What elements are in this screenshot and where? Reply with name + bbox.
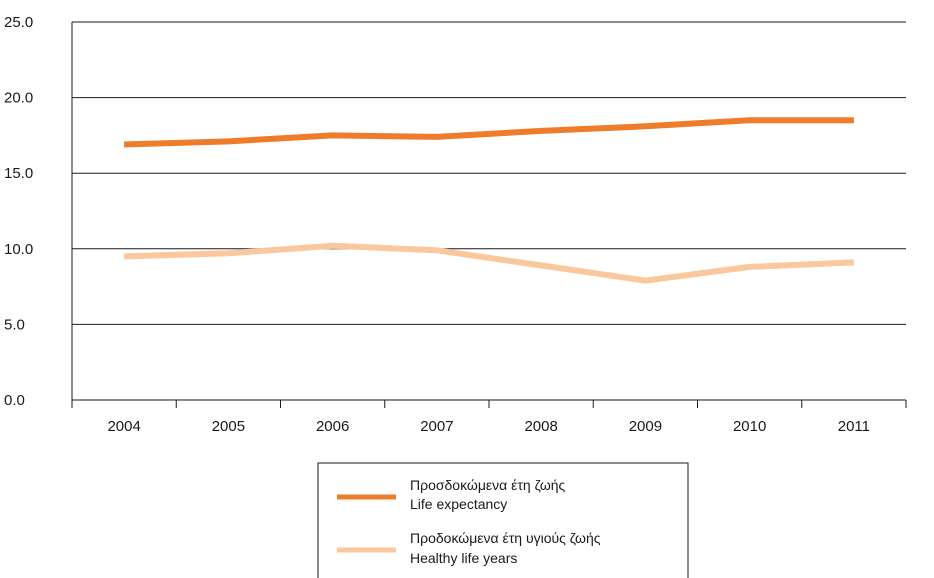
legend-box bbox=[317, 462, 689, 578]
x-tick-label: 2008 bbox=[524, 418, 557, 435]
y-tick-label: 0.0 bbox=[4, 392, 25, 409]
x-tick-labels: 2004 2005 2006 2007 2008 2009 2010 2011 bbox=[107, 418, 870, 435]
x-tick-label: 2009 bbox=[629, 418, 662, 435]
y-tick-label: 20.0 bbox=[4, 90, 33, 107]
legend: Προσδοκώμενα έτη ζωής Life expectancy Προδ… bbox=[317, 462, 689, 578]
x-tick-label: 2011 bbox=[838, 418, 870, 435]
series-line-life-expectancy bbox=[124, 117, 854, 148]
y-tick-label: 10.0 bbox=[4, 241, 33, 258]
y-tick-label: 15.0 bbox=[4, 165, 33, 182]
x-tick-label: 2010 bbox=[733, 418, 766, 435]
series-line-healthy-life-years bbox=[124, 242, 855, 284]
x-tick-label: 2004 bbox=[107, 418, 140, 435]
x-tick-label: 2006 bbox=[316, 418, 349, 435]
y-tick-label: 25.0 bbox=[4, 14, 33, 31]
legend-label-english: Life expectancy bbox=[410, 496, 507, 512]
axes bbox=[71, 22, 907, 408]
gridlines bbox=[72, 21, 906, 325]
y-tick-label: 5.0 bbox=[4, 316, 25, 333]
x-tick-label: 2007 bbox=[420, 418, 453, 435]
series-lines bbox=[124, 117, 855, 284]
x-tick-label: 2005 bbox=[212, 418, 245, 435]
legend-label-greek: Προδοκώμενα έτη υγιούς ζωής bbox=[410, 530, 601, 546]
y-tick-labels: 0.0 5.0 10.0 15.0 20.0 25.0 bbox=[4, 14, 33, 409]
legend-label-greek: Προσδοκώμενα έτη ζωής bbox=[410, 477, 566, 493]
legend-label-english: Healthy life years bbox=[410, 550, 517, 566]
